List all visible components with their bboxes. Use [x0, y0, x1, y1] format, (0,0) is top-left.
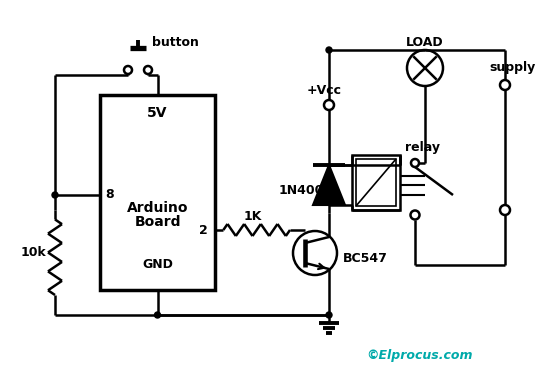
- Text: ©Elprocus.com: ©Elprocus.com: [367, 349, 473, 362]
- Text: LOAD: LOAD: [406, 35, 444, 48]
- Circle shape: [326, 47, 332, 53]
- Text: Arduino: Arduino: [126, 201, 188, 215]
- Circle shape: [326, 312, 332, 318]
- Text: 1N4007: 1N4007: [279, 183, 333, 196]
- Circle shape: [144, 66, 152, 74]
- Circle shape: [410, 211, 420, 219]
- Text: 1K: 1K: [243, 209, 262, 222]
- Text: +Vcc: +Vcc: [306, 84, 342, 97]
- Text: 5V: 5V: [147, 106, 168, 120]
- Circle shape: [500, 205, 510, 215]
- Text: Board: Board: [134, 215, 181, 230]
- Bar: [352, 155, 400, 210]
- Text: 2: 2: [199, 224, 207, 237]
- Text: 10k: 10k: [20, 246, 46, 259]
- Text: relay: relay: [405, 141, 440, 154]
- Circle shape: [411, 159, 419, 167]
- Circle shape: [52, 192, 58, 198]
- Circle shape: [500, 80, 510, 90]
- Bar: [100, 95, 215, 290]
- Text: supply: supply: [490, 61, 536, 74]
- Text: button: button: [152, 35, 199, 48]
- Circle shape: [124, 66, 132, 74]
- Text: BC547: BC547: [343, 251, 388, 264]
- Text: GND: GND: [142, 259, 173, 272]
- Bar: [356, 159, 396, 206]
- Text: 8: 8: [106, 189, 114, 202]
- Circle shape: [324, 100, 334, 110]
- Polygon shape: [313, 165, 345, 205]
- Circle shape: [155, 312, 161, 318]
